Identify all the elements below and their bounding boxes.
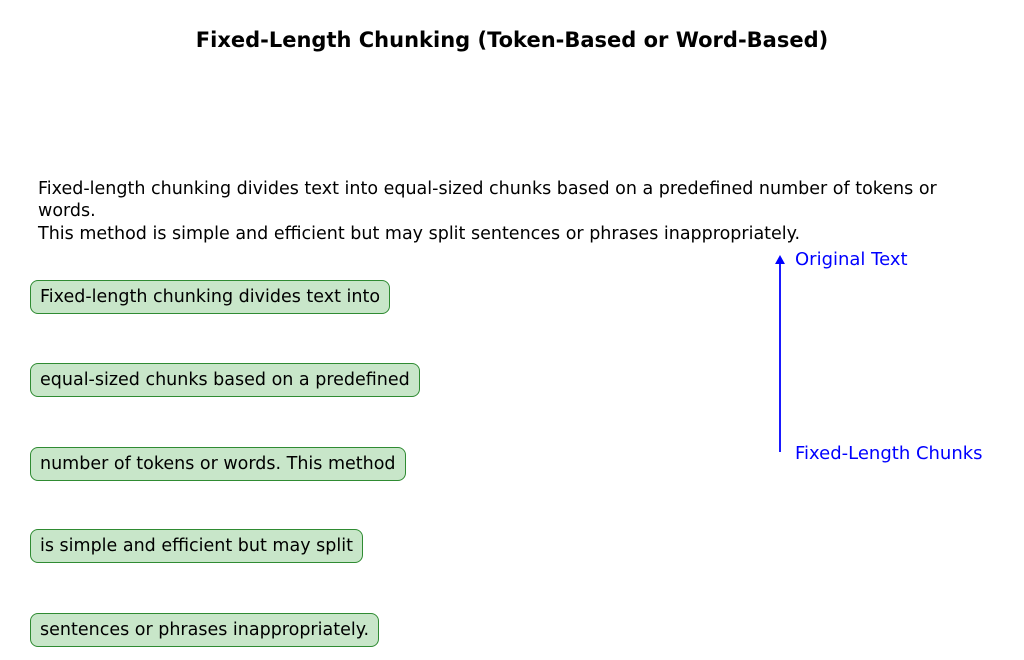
chunk-box: is simple and efficient but may split	[30, 529, 363, 563]
chunk-box: equal-sized chunks based on a predefined	[30, 363, 420, 397]
original-text-label: Original Text	[795, 249, 908, 270]
chunk-box: sentences or phrases inappropriately.	[30, 613, 379, 647]
page-title: Fixed-Length Chunking (Token-Based or Wo…	[0, 28, 1024, 52]
chunk-box: number of tokens or words. This method	[30, 447, 406, 481]
fixed-length-chunks-label: Fixed-Length Chunks	[795, 443, 983, 464]
chunk-box: Fixed-length chunking divides text into	[30, 280, 390, 314]
arrow-icon	[767, 242, 793, 465]
description-text: Fixed-length chunking divides text into …	[38, 178, 986, 245]
